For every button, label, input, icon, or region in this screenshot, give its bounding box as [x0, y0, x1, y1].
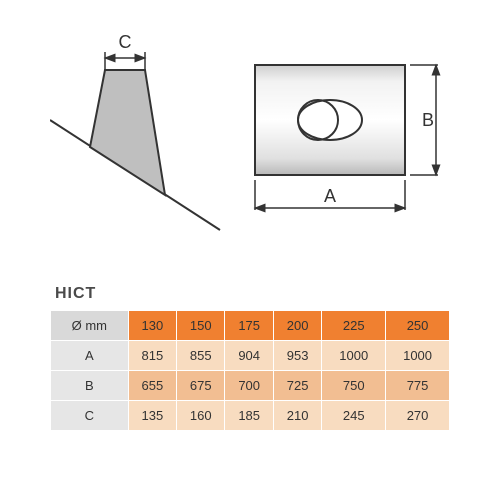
- header-size: 175: [225, 311, 273, 341]
- row-label: B: [51, 371, 129, 401]
- header-size: 250: [386, 311, 450, 341]
- row-label: C: [51, 401, 129, 431]
- cell: 775: [386, 371, 450, 401]
- technical-diagram: C A B: [50, 30, 450, 260]
- cell: 655: [128, 371, 176, 401]
- cell: 815: [128, 341, 176, 371]
- cell: 135: [128, 401, 176, 431]
- cell: 185: [225, 401, 273, 431]
- table-row: C 135 160 185 210 245 270: [51, 401, 450, 431]
- side-view: C: [50, 32, 220, 230]
- cell: 675: [177, 371, 225, 401]
- label-b: B: [422, 110, 434, 130]
- cell: 904: [225, 341, 273, 371]
- cell: 210: [273, 401, 321, 431]
- table-row: B 655 675 700 725 750 775: [51, 371, 450, 401]
- cell: 750: [322, 371, 386, 401]
- label-c: C: [119, 32, 132, 52]
- cell: 953: [273, 341, 321, 371]
- header-unit: Ø mm: [51, 311, 129, 341]
- cell: 270: [386, 401, 450, 431]
- cell: 1000: [386, 341, 450, 371]
- cell: 725: [273, 371, 321, 401]
- table-row: A 815 855 904 953 1000 1000: [51, 341, 450, 371]
- cell: 160: [177, 401, 225, 431]
- header-size: 130: [128, 311, 176, 341]
- label-a: A: [324, 186, 336, 206]
- table-header-row: Ø mm 130 150 175 200 225 250: [51, 311, 450, 341]
- spec-table: Ø mm 130 150 175 200 225 250 A 815 855 9…: [50, 310, 450, 431]
- cell: 855: [177, 341, 225, 371]
- row-label: A: [51, 341, 129, 371]
- table-title: HICT: [55, 285, 96, 303]
- header-size: 225: [322, 311, 386, 341]
- top-view: A B: [255, 65, 438, 210]
- header-size: 150: [177, 311, 225, 341]
- header-size: 200: [273, 311, 321, 341]
- cell: 700: [225, 371, 273, 401]
- cell: 1000: [322, 341, 386, 371]
- cell: 245: [322, 401, 386, 431]
